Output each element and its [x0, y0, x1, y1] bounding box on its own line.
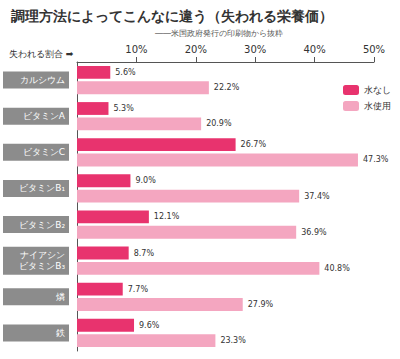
svg-text:40%: 40%: [303, 44, 325, 55]
svg-text:20%: 20%: [185, 44, 207, 55]
svg-text:20.9%: 20.9%: [206, 119, 232, 128]
svg-text:9.6%: 9.6%: [139, 321, 160, 330]
svg-text:調理方法によってこんなに違う（失われる栄養価）: 調理方法によってこんなに違う（失われる栄養価）: [11, 8, 333, 25]
svg-text:水使用: 水使用: [364, 101, 391, 111]
svg-text:30%: 30%: [244, 44, 266, 55]
svg-text:27.9%: 27.9%: [248, 300, 274, 309]
svg-text:カルシウム: カルシウム: [20, 75, 65, 85]
svg-text:5.3%: 5.3%: [113, 104, 134, 113]
svg-text:ビタミンC: ビタミンC: [23, 147, 65, 157]
svg-text:5.6%: 5.6%: [115, 68, 136, 77]
svg-text:ビタミンB₁: ビタミンB₁: [19, 183, 65, 193]
svg-text:燐: 燐: [56, 292, 65, 302]
svg-text:40.8%: 40.8%: [324, 264, 350, 273]
svg-text:12.1%: 12.1%: [154, 212, 180, 221]
svg-text:23.3%: 23.3%: [220, 336, 246, 345]
svg-text:26.7%: 26.7%: [241, 140, 267, 149]
svg-text:――米国政府発行の印刷物から抜粋: ――米国政府発行の印刷物から抜粋: [155, 29, 283, 38]
svg-text:50%: 50%: [363, 44, 385, 55]
svg-text:失われる割合 ➡: 失われる割合 ➡: [9, 49, 74, 59]
svg-text:ビタミンB₂: ビタミンB₂: [19, 220, 65, 230]
svg-text:ナイアシン: ナイアシン: [20, 250, 65, 260]
svg-text:10%: 10%: [125, 44, 147, 55]
svg-text:水なし: 水なし: [364, 85, 391, 95]
svg-text:37.4%: 37.4%: [304, 192, 330, 201]
svg-text:鉄: 鉄: [56, 328, 65, 338]
svg-text:47.3%: 47.3%: [363, 155, 389, 164]
svg-text:9.0%: 9.0%: [135, 176, 156, 185]
svg-text:7.7%: 7.7%: [128, 285, 149, 294]
svg-text:22.2%: 22.2%: [214, 83, 240, 92]
svg-text:8.7%: 8.7%: [134, 249, 155, 258]
svg-text:ビタミンA: ビタミンA: [23, 111, 66, 121]
svg-text:36.9%: 36.9%: [301, 228, 327, 237]
svg-text:ビタミンB₃: ビタミンB₃: [19, 261, 65, 271]
